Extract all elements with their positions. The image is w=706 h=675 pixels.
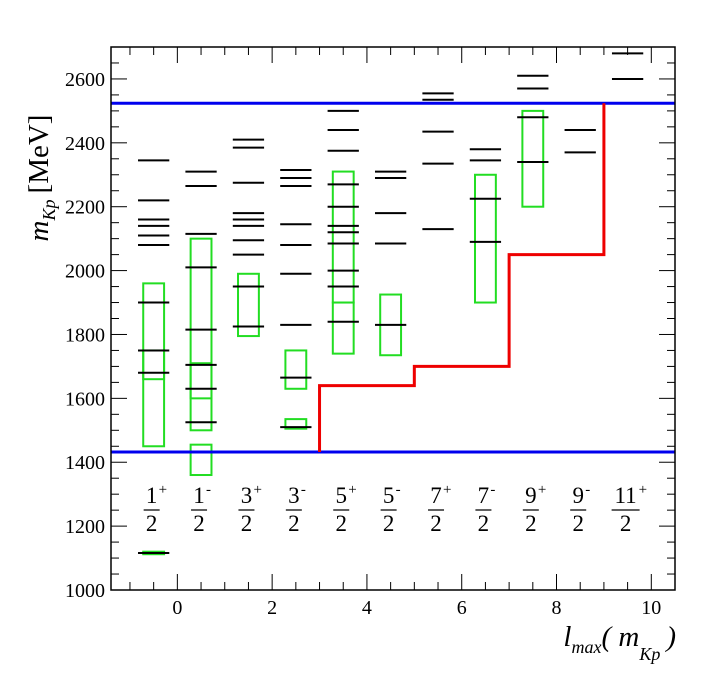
jp-numerator: 5 <box>383 483 395 508</box>
mass-levels <box>138 52 644 554</box>
x-tick-label: 4 <box>362 597 372 619</box>
jp-label: 7 -2 <box>475 482 495 536</box>
y-tick-label: 1000 <box>65 580 105 602</box>
uncertainty-box <box>284 418 308 430</box>
jp-denominator: 2 <box>525 511 537 536</box>
x-axis-label: lmax( mKp) <box>563 621 676 664</box>
uncertainty-box <box>237 272 260 338</box>
y-tick-label: 2200 <box>65 197 105 219</box>
x-axis-label-sub2: Kp <box>638 644 660 664</box>
y-axis-label: mKp [MeV] <box>23 115 59 242</box>
y-tick-label: 1400 <box>65 452 105 474</box>
jp-parity: - <box>396 482 401 498</box>
plot-frame <box>110 46 676 591</box>
y-axis-label-unit: [MeV] <box>23 115 55 194</box>
jp-numerator: 9 <box>572 483 584 508</box>
lmax-step-line <box>318 103 606 453</box>
x-tick-label: 8 <box>552 597 562 619</box>
axes: 0 2 4 6 8 10 1000 1200 1400 1600 1800 2000 2200 2400 2… <box>65 46 676 619</box>
jp-numerator: 5 <box>335 483 347 508</box>
jp-numerator: 3 <box>241 483 253 508</box>
uncertainty-box <box>189 362 213 400</box>
jp-labels: 1 +21 -23 +23 -25 +25 -27 +27 -29 +29 -211 +2 <box>143 482 647 536</box>
jp-parity: + <box>159 482 167 498</box>
uncertainty-box <box>331 301 355 355</box>
jp-parity: + <box>348 482 356 498</box>
jp-numerator: 11 <box>615 483 637 508</box>
y-tick-label: 2400 <box>65 133 105 155</box>
y-tick-label: 1800 <box>65 324 105 346</box>
jp-label: 5 +2 <box>333 482 357 536</box>
jp-label: 9 -2 <box>570 482 590 536</box>
y-tick-label: 1200 <box>65 516 105 538</box>
jp-label: 7 +2 <box>428 482 451 536</box>
uncertainty-box <box>331 170 355 304</box>
x-axis-label-open: ( m <box>601 621 639 653</box>
jp-numerator: 9 <box>525 483 537 508</box>
jp-denominator: 2 <box>288 511 300 536</box>
uncertainty-box <box>284 349 308 390</box>
jp-denominator: 2 <box>146 511 158 536</box>
jp-numerator: 3 <box>288 483 300 508</box>
jp-denominator: 2 <box>241 511 253 536</box>
jp-parity: + <box>639 482 647 498</box>
jp-denominator: 2 <box>383 511 395 536</box>
jp-numerator: 7 <box>478 483 490 508</box>
jp-label: 3 +2 <box>238 482 262 536</box>
jp-parity: + <box>538 482 546 498</box>
x-tick-label: 10 <box>641 597 661 619</box>
uncertainty-box <box>521 109 545 208</box>
jp-parity: - <box>206 482 211 498</box>
y-axis-label-sub: Kp <box>39 199 59 221</box>
uncertainty-box <box>473 173 497 304</box>
uncertainty-boxes <box>142 109 545 556</box>
jp-denominator: 2 <box>193 511 205 536</box>
jp-numerator: 1 <box>193 483 205 508</box>
jp-parity: - <box>490 482 495 498</box>
jp-parity: - <box>585 482 590 498</box>
jp-denominator: 2 <box>335 511 347 536</box>
uncertainty-box <box>142 349 166 381</box>
uncertainty-box <box>189 443 213 477</box>
jp-parity: + <box>253 482 261 498</box>
threshold-lines <box>111 101 675 454</box>
x-tick-label: 0 <box>172 597 182 619</box>
jp-label: 5 -2 <box>380 482 401 536</box>
y-tick-label: 2600 <box>65 69 105 91</box>
jp-label: 11 +2 <box>611 482 647 536</box>
jp-label: 1 +2 <box>143 482 167 536</box>
jp-denominator: 2 <box>478 511 490 536</box>
jp-parity: + <box>443 482 451 498</box>
y-axis-label-main: m <box>23 220 55 241</box>
jp-numerator: 7 <box>430 483 442 508</box>
jp-denominator: 2 <box>572 511 584 536</box>
jp-denominator: 2 <box>620 511 632 536</box>
jp-label: 9 +2 <box>522 482 546 536</box>
lmax-step-curve <box>318 103 606 453</box>
uncertainty-box <box>142 282 166 448</box>
x-axis-label-sub: max <box>571 637 601 657</box>
y-tick-label: 1600 <box>65 388 105 410</box>
x-axis-label-main: l <box>563 621 571 653</box>
uncertainty-box <box>189 237 213 432</box>
jp-denominator: 2 <box>430 511 442 536</box>
jp-label: 3 -2 <box>285 482 306 536</box>
y-tick-label: 2000 <box>65 261 105 283</box>
jp-label: 1 -2 <box>191 482 211 536</box>
jp-numerator: 1 <box>146 483 158 508</box>
x-tick-label: 6 <box>457 597 467 619</box>
x-axis-label-close: ) <box>664 621 676 653</box>
x-tick-label: 2 <box>267 597 277 619</box>
jp-parity: - <box>301 482 306 498</box>
